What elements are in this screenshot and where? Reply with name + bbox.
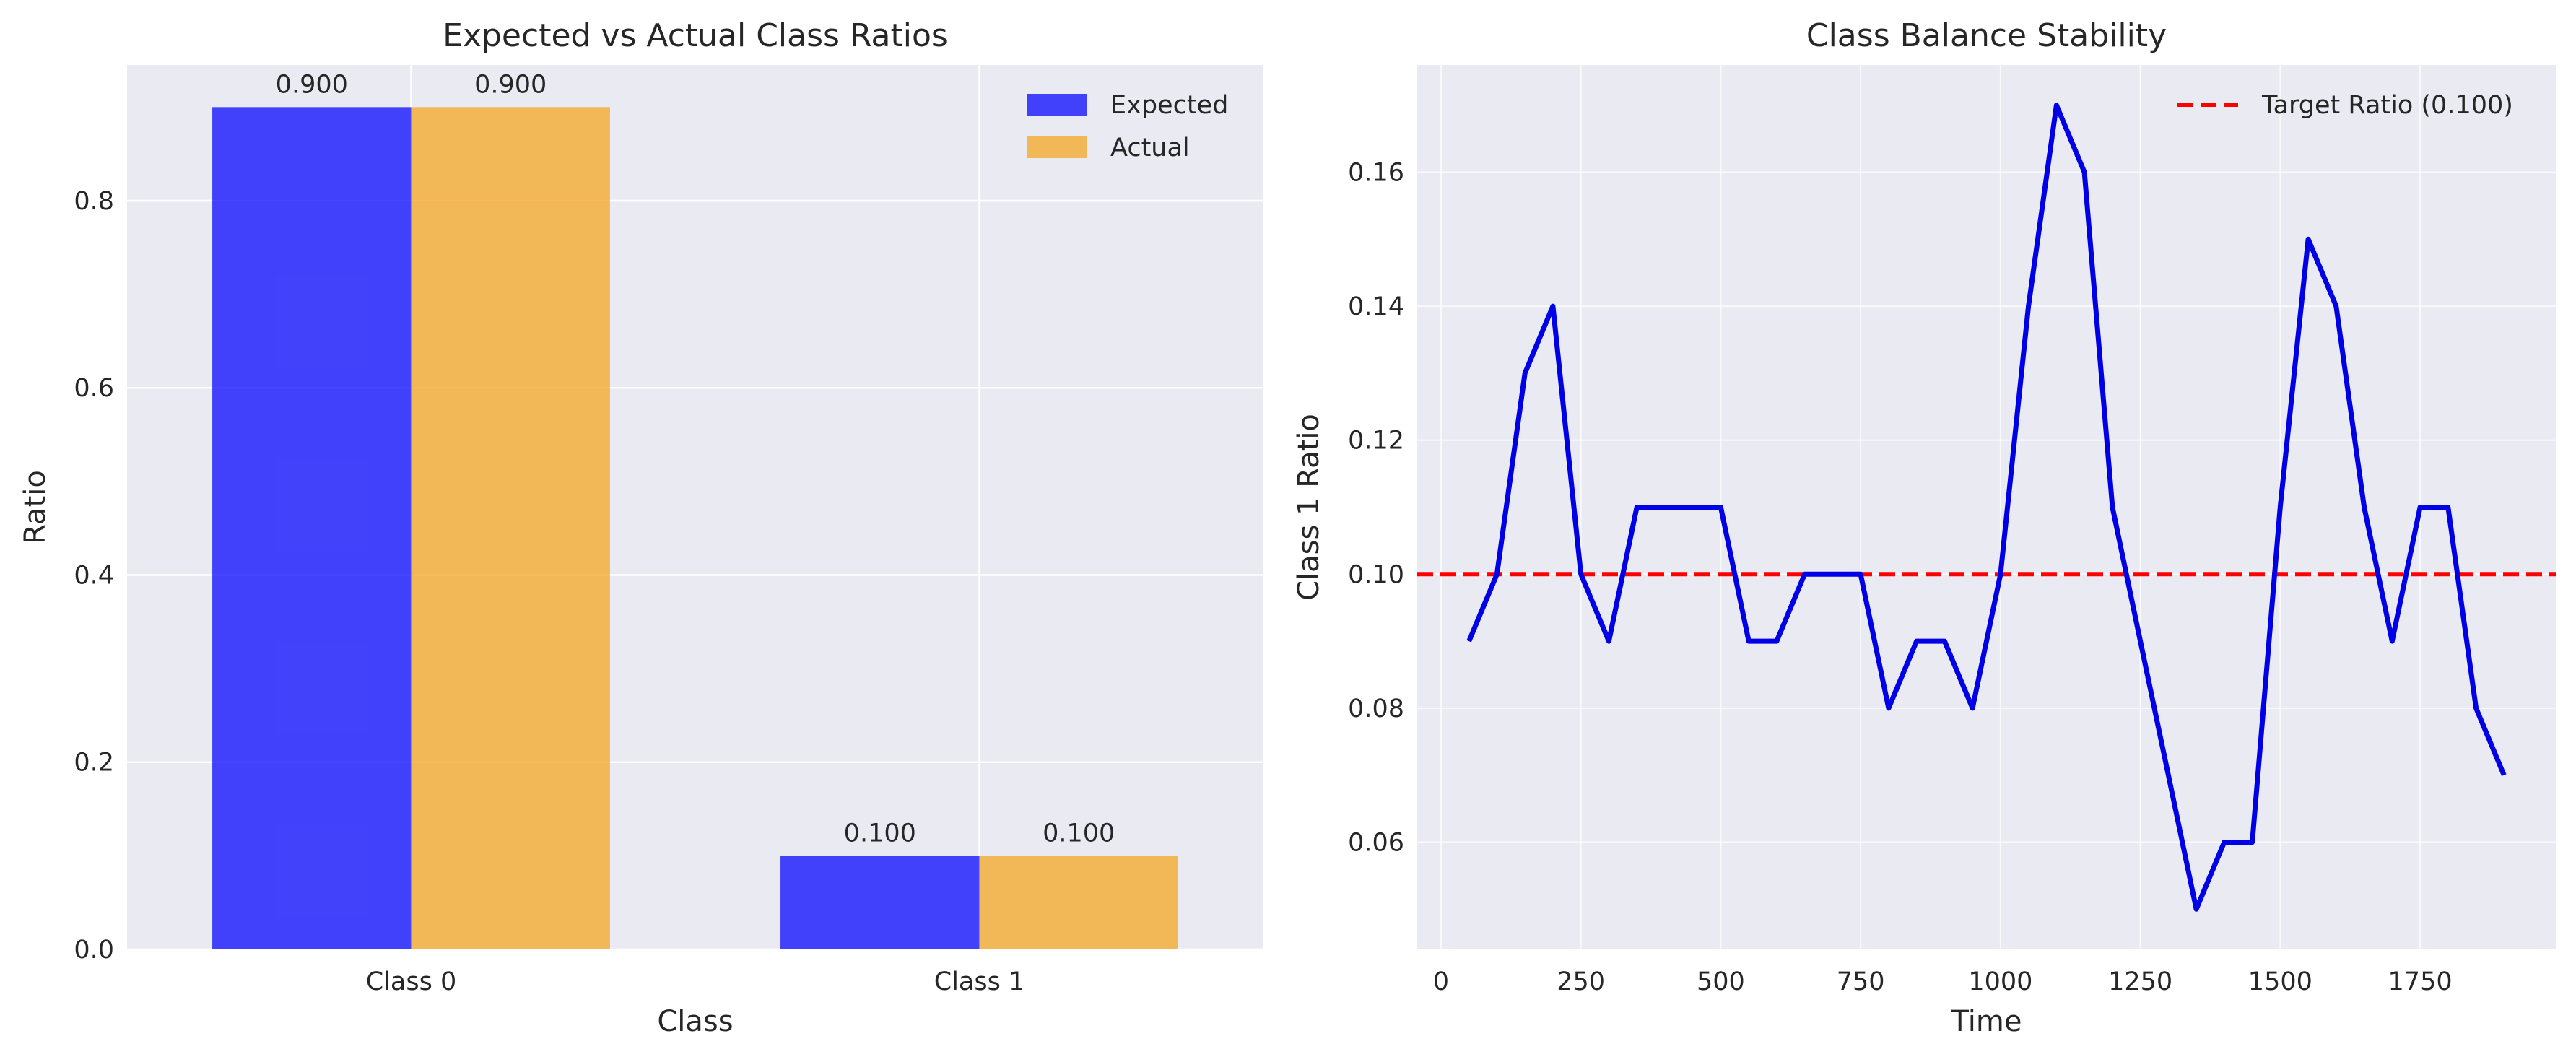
legend-label-expected: Expected <box>1110 91 1228 120</box>
legend-swatch-actual <box>1027 136 1087 158</box>
line-chart-x-axis-label: Time <box>1951 1005 2022 1038</box>
x-tick-label: Class 0 <box>366 967 456 996</box>
line-chart-plot-area <box>1417 65 2556 949</box>
bar-chart-ticks: 0.0 0.2 0.4 0.6 0.8 Class 0 Class 1 <box>74 187 1024 996</box>
y-tick-label: 0.4 <box>74 561 114 590</box>
y-tick-label: 0.0 <box>74 936 114 965</box>
bar-chart-title: Expected vs Actual Class Ratios <box>443 17 948 54</box>
bar-chart-y-axis-label: Ratio <box>19 470 52 544</box>
y-tick-label: 0.16 <box>1348 158 1404 187</box>
bar-expected <box>212 107 412 949</box>
line-chart-panel: 0.06 0.08 0.10 0.12 0.14 0.16 0 250 500 750 1000 12… <box>1292 17 2556 1038</box>
class-1-ratio-series-line <box>1466 103 2507 912</box>
bar-chart-legend: Expected Actual <box>1027 91 1228 162</box>
line-chart-ticks: 0.06 0.08 0.10 0.12 0.14 0.16 0 250 500 750 1000 12… <box>1348 158 2453 996</box>
line-chart-grid <box>1417 65 2556 949</box>
legend-label-actual: Actual <box>1110 134 1190 162</box>
bar-value-label: 0.100 <box>1043 819 1115 848</box>
y-tick-label: 0.6 <box>74 374 114 403</box>
x-tick-label: 250 <box>1557 967 1605 996</box>
line-chart-legend: Target Ratio (0.100) <box>2177 91 2513 120</box>
y-tick-label: 0.8 <box>74 187 114 216</box>
y-tick-label: 0.14 <box>1348 292 1404 321</box>
line-chart-y-axis-label: Class 1 Ratio <box>1292 414 1326 601</box>
y-tick-label: 0.2 <box>74 749 114 778</box>
bar-chart-panel: 0.900 0.100 0.900 0.100 0.0 0.2 0.4 0.6 0.8 Clas… <box>19 17 1263 1038</box>
bar-actual <box>979 856 1178 949</box>
x-tick-label: 750 <box>1837 967 1885 996</box>
bar-chart-bars: 0.900 0.100 0.900 0.100 <box>212 70 1178 949</box>
legend-label-target-ratio: Target Ratio (0.100) <box>2261 91 2513 120</box>
y-tick-label: 0.12 <box>1348 427 1404 456</box>
x-tick-label: Class 1 <box>934 967 1024 996</box>
bar-chart-x-axis-label: Class <box>657 1005 733 1038</box>
y-tick-label: 0.06 <box>1348 829 1404 858</box>
bar-value-label: 0.100 <box>844 819 916 848</box>
bar-value-label: 0.900 <box>276 70 348 99</box>
bar-value-label: 0.900 <box>474 70 547 99</box>
bar-actual <box>411 107 610 949</box>
bar-expected <box>780 856 980 949</box>
y-tick-label: 0.10 <box>1348 560 1404 589</box>
x-tick-label: 1750 <box>2388 967 2453 996</box>
x-tick-label: 1500 <box>2248 967 2312 996</box>
x-tick-label: 0 <box>1433 967 1449 996</box>
x-tick-label: 500 <box>1697 967 1745 996</box>
line-chart-title: Class Balance Stability <box>1806 17 2167 54</box>
x-tick-label: 1000 <box>1968 967 2032 996</box>
y-tick-label: 0.08 <box>1348 695 1404 723</box>
x-tick-label: 1250 <box>2108 967 2172 996</box>
legend-swatch-expected <box>1027 94 1087 116</box>
